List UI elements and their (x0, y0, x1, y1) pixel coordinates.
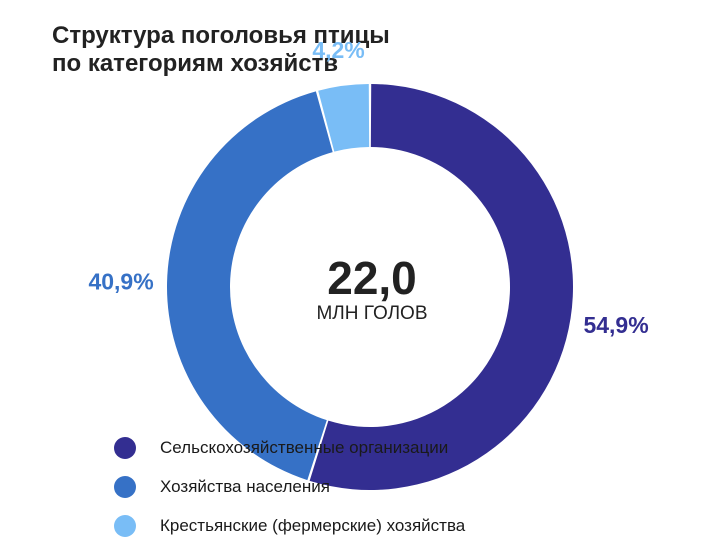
total-value: 22,0 (327, 252, 417, 304)
legend-item-agricultural-organizations: Сельскохозяйственные организации (114, 434, 465, 462)
donut-slice-2 (167, 91, 333, 481)
legend-label: Крестьянские (фермерские) хозяйства (160, 516, 466, 535)
donut-slice-label-3: 4,2% (312, 37, 364, 63)
legend-swatch (114, 515, 136, 537)
legend-swatch (114, 476, 136, 498)
donut-labels: 54,9% 40,9% 4,2% (88, 37, 648, 338)
legend: Сельскохозяйственные организации Хозяйст… (114, 434, 465, 551)
donut-slice-label-2: 40,9% (88, 269, 153, 295)
donut-slice-3 (318, 84, 370, 152)
chart-title-line-2: по категориям хозяйств (52, 50, 339, 77)
donut-slices (167, 84, 574, 490)
chart-title: Структура поголовья птицы по категориям … (52, 22, 390, 78)
legend-item-peasant-farms: Крестьянские (фермерские) хозяйства (114, 512, 465, 540)
legend-label: Сельскохозяйственные организации (160, 438, 449, 457)
donut-slice-1 (309, 84, 574, 490)
legend-item-households: Хозяйства населения (114, 473, 465, 501)
total-unit: МЛН ГОЛОВ (316, 303, 427, 324)
legend-label: Хозяйства населения (160, 477, 330, 496)
chart-title-line-1: Структура поголовья птицы (52, 22, 390, 49)
legend-swatch (114, 437, 136, 459)
donut-slice-label-1: 54,9% (583, 312, 648, 338)
